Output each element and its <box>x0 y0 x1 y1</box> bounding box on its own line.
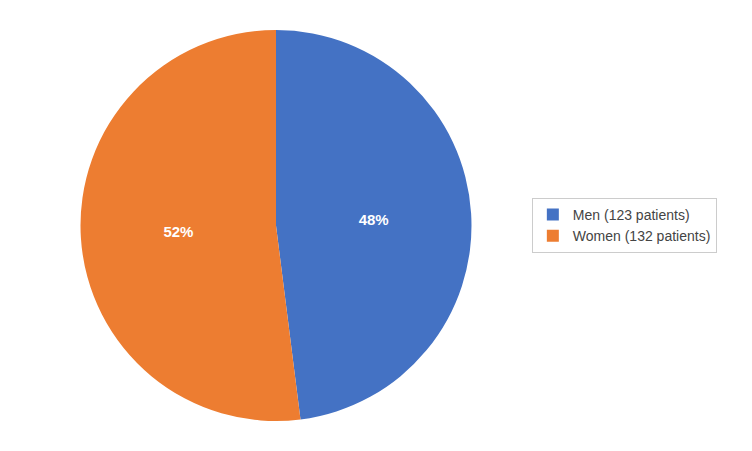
svg-text:Women (132 patients): Women (132 patients) <box>573 228 710 244</box>
svg-text:52%: 52% <box>163 223 193 240</box>
svg-text:Men (123 patients): Men (123 patients) <box>573 207 690 223</box>
svg-text:48%: 48% <box>359 211 389 228</box>
